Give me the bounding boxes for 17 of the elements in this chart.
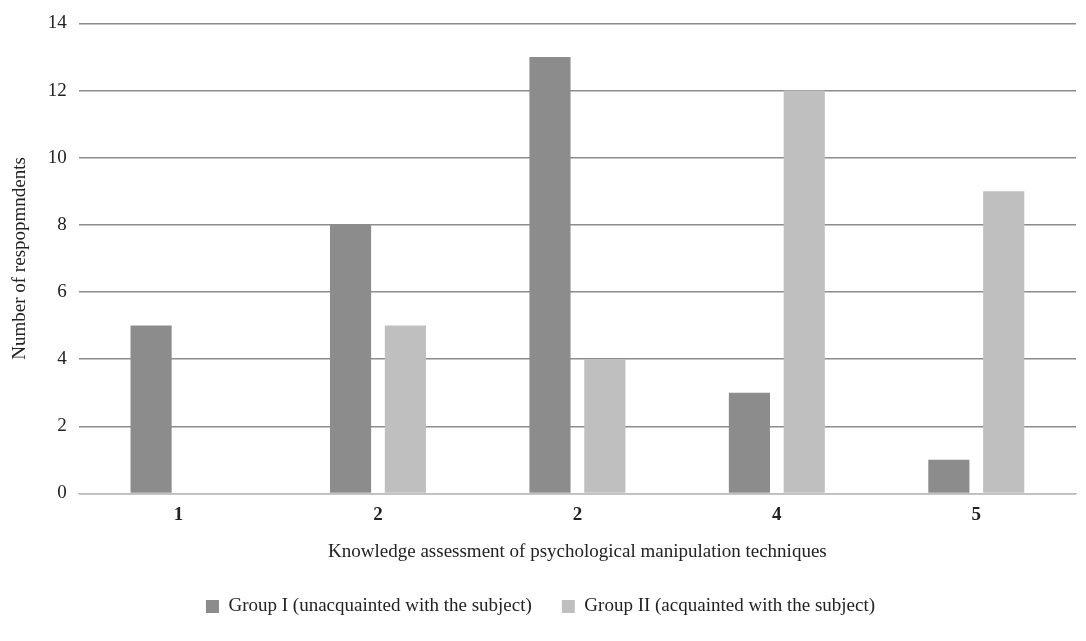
legend-label: Group II (acquainted with the subject) [584,594,876,617]
y-axis-title: Number of respopmndents [8,157,30,360]
y-tick-label: 2 [57,414,67,436]
x-tick-label: 2 [572,502,583,524]
x-tick-label: 1 [173,502,184,524]
y-tick-label: 8 [57,212,67,234]
x-tick-label: 4 [772,502,783,524]
x-tick-label: 2 [373,502,383,524]
y-tick-label: 6 [57,279,67,301]
x-tick-label: 5 [971,502,982,524]
legend-label: Group I (unacquainted with the subject) [228,594,532,617]
y-tick-label: 14 [47,11,68,33]
y-tick-label: 4 [57,347,68,369]
y-tick-label: 10 [47,145,67,167]
x-axis-title: Knowledge assessment of psychological manipulation techniques [328,539,827,561]
y-tick-label: 0 [57,481,67,503]
y-tick-label: 12 [47,78,67,100]
